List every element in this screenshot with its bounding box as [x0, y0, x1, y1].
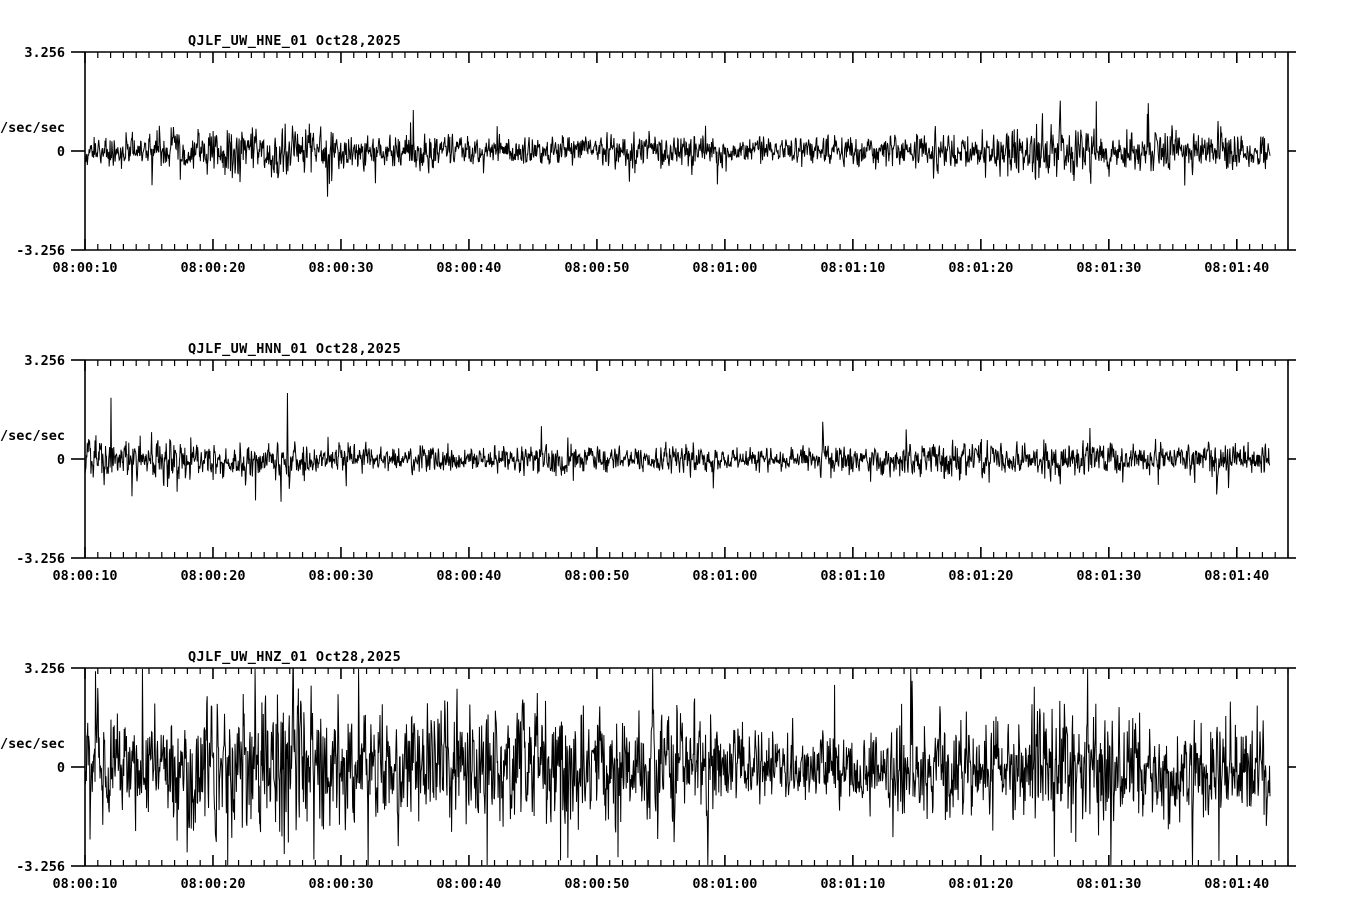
y-axis-max-label: 3.256 [24, 45, 65, 61]
x-axis-tick-label: 08:00:30 [308, 568, 373, 584]
y-axis-min-label: -3.256 [16, 243, 65, 259]
x-axis-tick-label: 08:00:10 [52, 876, 117, 892]
waveform-panel: 3.256 0 -3.256 cm/sec/sec QJLF_UW_HNN_01 Oct… [0, 308, 1358, 608]
panel-title: QJLF_UW_HNE_01 Oct28,2025 [188, 33, 401, 49]
y-axis-zero-label: 0 [57, 760, 65, 776]
x-axis-tick-label: 08:00:40 [436, 568, 501, 584]
y-axis-max-label: 3.256 [24, 661, 65, 677]
y-axis-unit-label: cm/sec/sec [0, 736, 65, 752]
seismogram-plot: 3.256 0 -3.256 cm/sec/sec QJLF_UW_HNZ_01 Oct… [0, 649, 1296, 892]
x-axis-tick-label: 08:01:10 [820, 260, 885, 276]
y-axis-unit-label: cm/sec/sec [0, 428, 65, 444]
x-axis-tick-label: 08:00:20 [180, 260, 245, 276]
waveform-panel: 3.256 0 -3.256 cm/sec/sec QJLF_UW_HNE_01 Oct… [0, 0, 1358, 300]
x-axis-tick-label: 08:01:20 [948, 876, 1013, 892]
x-axis-tick-label: 08:01:20 [948, 260, 1013, 276]
x-axis-tick-label: 08:00:30 [308, 876, 373, 892]
y-axis-zero-label: 0 [57, 144, 65, 160]
x-axis-tick-label: 08:01:20 [948, 568, 1013, 584]
x-axis-tick-label: 08:01:00 [692, 876, 757, 892]
x-axis-tick-label: 08:00:10 [52, 568, 117, 584]
seismogram-plot: 3.256 0 -3.256 cm/sec/sec QJLF_UW_HNN_01 Oct… [0, 341, 1296, 584]
x-axis-tick-label: 08:00:40 [436, 260, 501, 276]
x-axis-tick-label: 08:01:10 [820, 568, 885, 584]
panel-title: QJLF_UW_HNZ_01 Oct28,2025 [188, 649, 401, 665]
waveform-trace [84, 668, 1271, 866]
x-axis-tick-label: 08:00:10 [52, 260, 117, 276]
y-axis-unit-label: cm/sec/sec [0, 120, 65, 136]
x-axis-tick-label: 08:00:40 [436, 876, 501, 892]
x-axis-tick-label: 08:01:40 [1204, 568, 1269, 584]
x-axis-tick-label: 08:00:20 [180, 568, 245, 584]
x-axis-tick-label: 08:01:00 [692, 568, 757, 584]
x-axis-tick-label: 08:01:40 [1204, 260, 1269, 276]
waveform-trace [84, 100, 1271, 197]
x-axis-tick-label: 08:01:10 [820, 876, 885, 892]
x-axis-tick-label: 08:01:00 [692, 260, 757, 276]
y-axis-min-label: -3.256 [16, 859, 65, 875]
x-axis-tick-label: 08:01:30 [1076, 876, 1141, 892]
y-axis-max-label: 3.256 [24, 353, 65, 369]
x-axis-tick-label: 08:01:30 [1076, 568, 1141, 584]
y-axis-zero-label: 0 [57, 452, 65, 468]
y-axis-min-label: -3.256 [16, 551, 65, 567]
waveform-trace [84, 393, 1271, 502]
x-axis-tick-label: 08:00:50 [564, 568, 629, 584]
x-axis-tick-label: 08:00:20 [180, 876, 245, 892]
x-axis-tick-label: 08:01:30 [1076, 260, 1141, 276]
panel-title: QJLF_UW_HNN_01 Oct28,2025 [188, 341, 401, 357]
x-axis-tick-label: 08:00:30 [308, 260, 373, 276]
x-axis-tick-label: 08:00:50 [564, 876, 629, 892]
seismogram-plot: 3.256 0 -3.256 cm/sec/sec QJLF_UW_HNE_01 Oct… [0, 33, 1296, 276]
waveform-panel: 3.256 0 -3.256 cm/sec/sec QJLF_UW_HNZ_01 Oct… [0, 616, 1358, 916]
x-axis-tick-label: 08:01:40 [1204, 876, 1269, 892]
x-axis-tick-label: 08:00:50 [564, 260, 629, 276]
